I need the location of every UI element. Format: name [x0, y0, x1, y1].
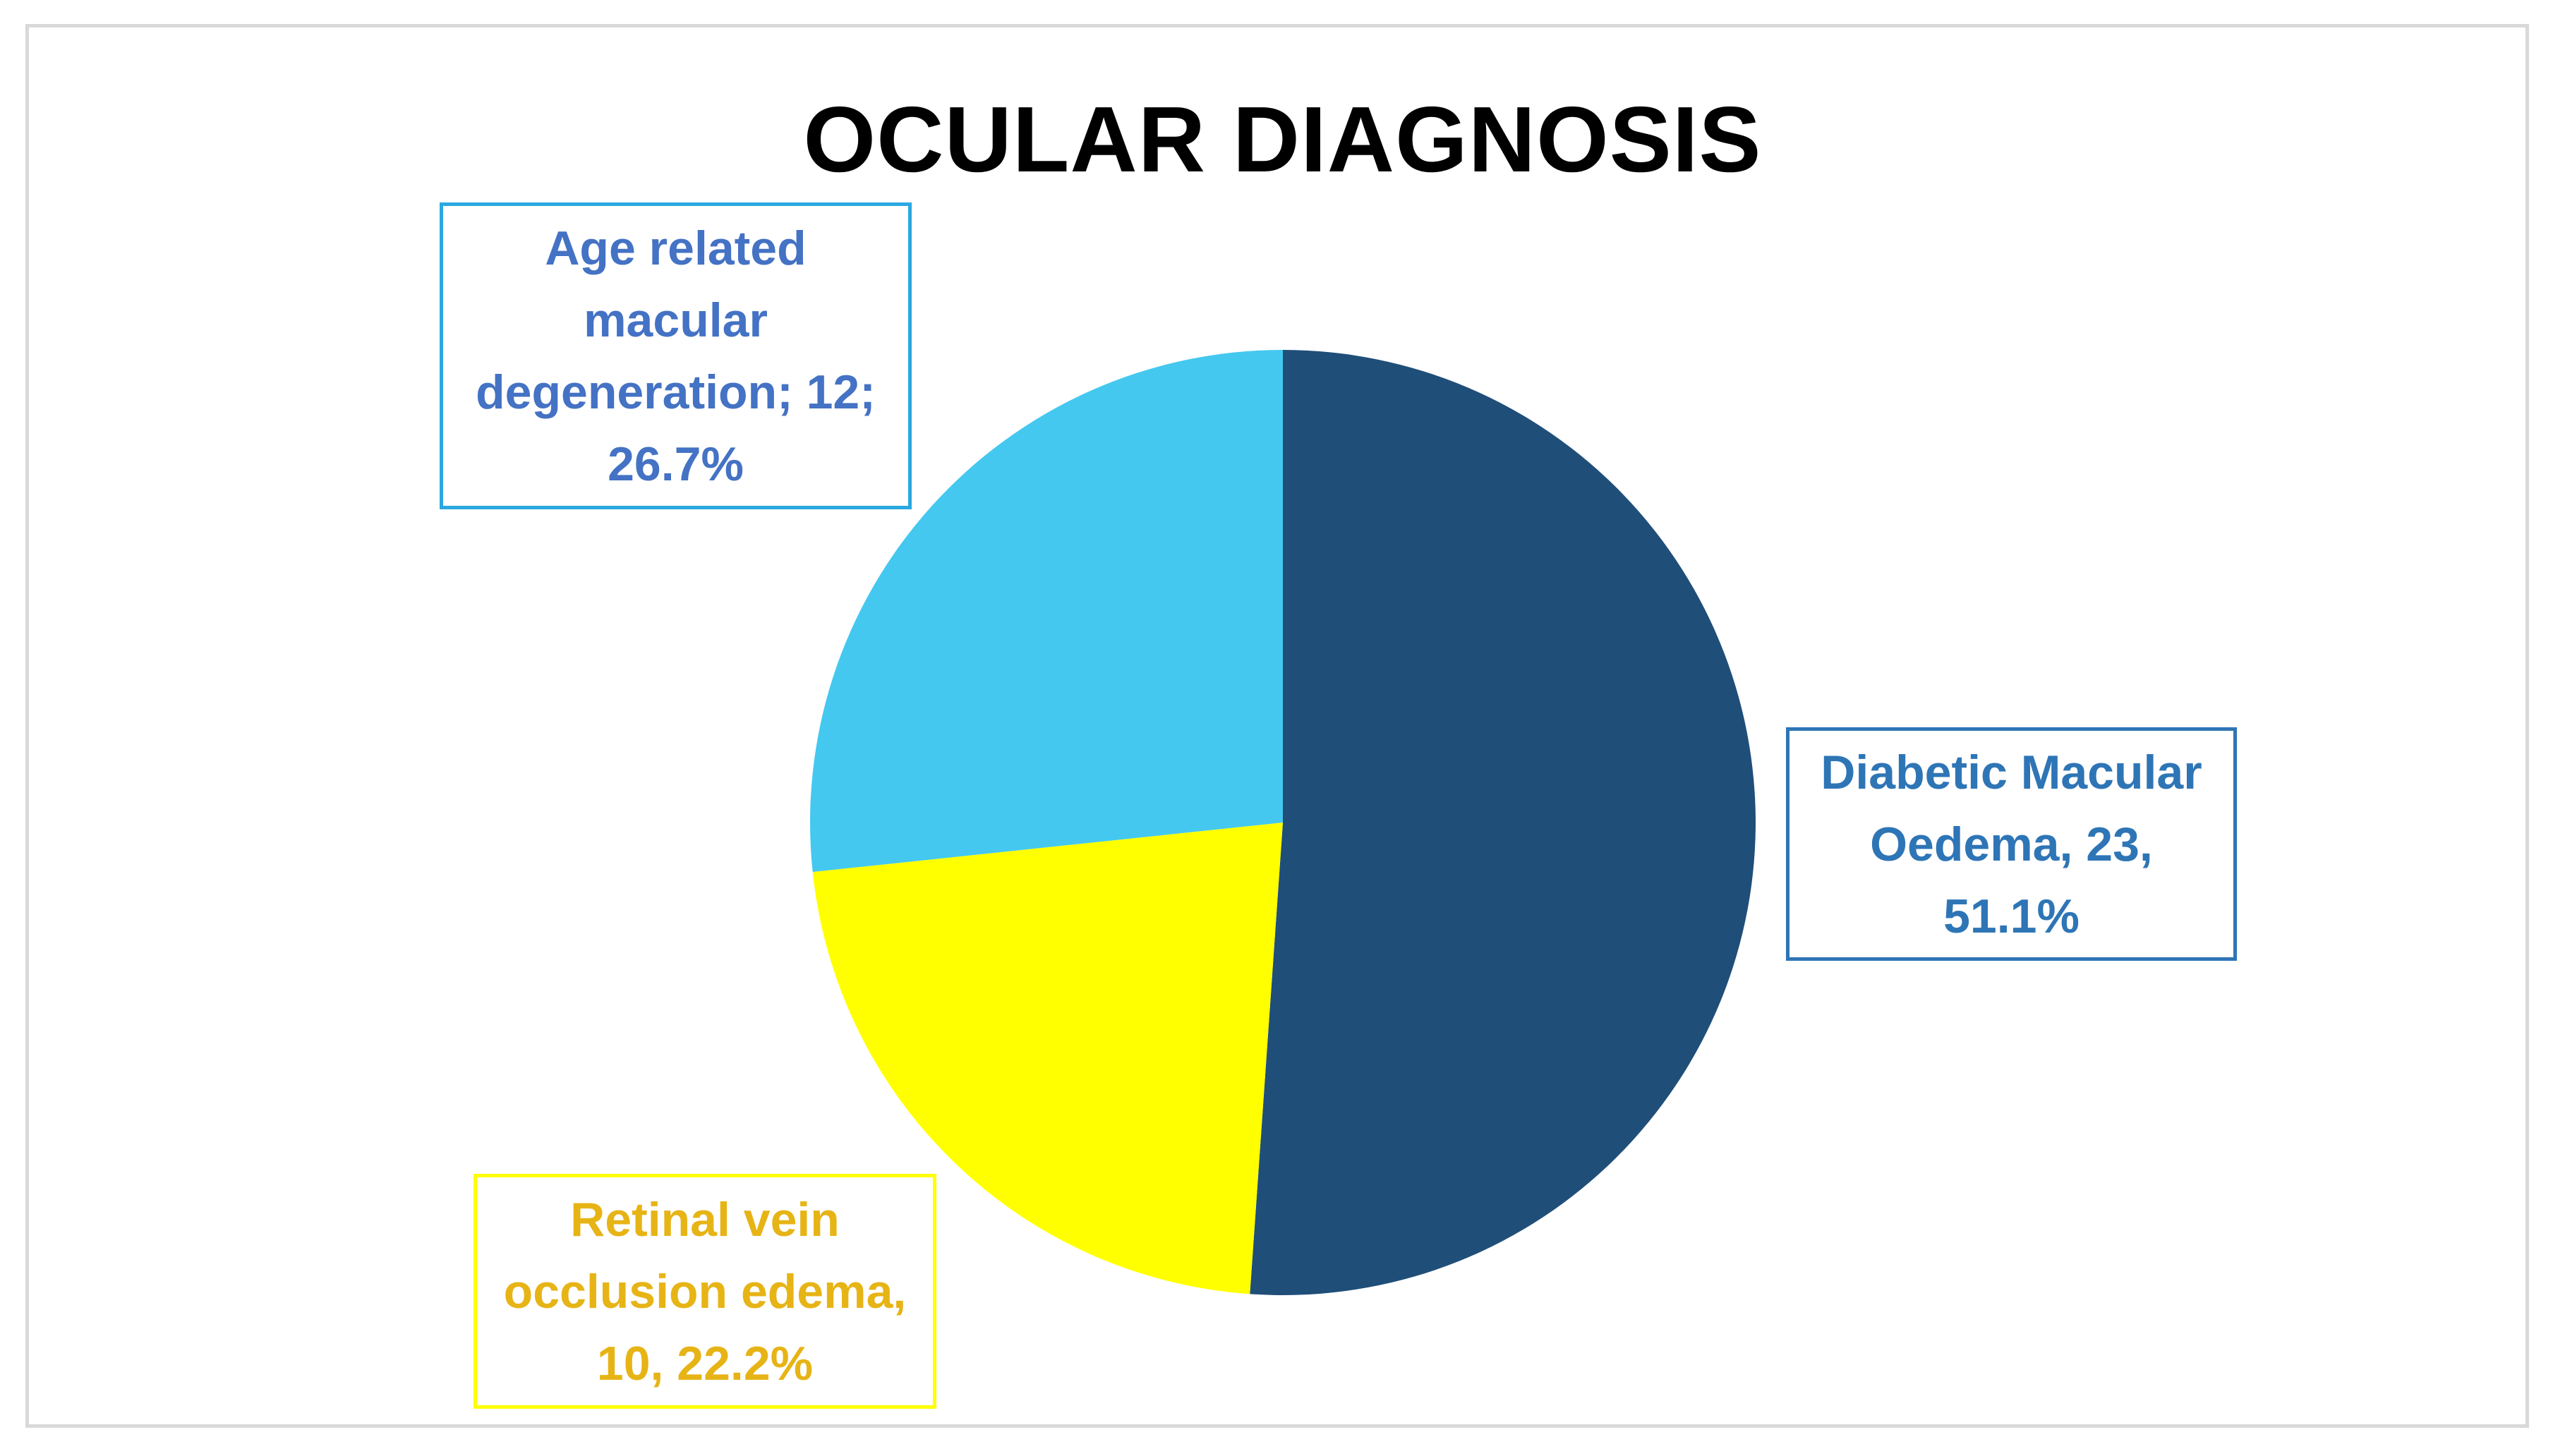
data-label-age-related-macular-degeneration: Age related macular degeneration; 12; 26… — [440, 202, 912, 509]
data-label-text: Retinal vein occlusion edema, 10, 22.2% — [503, 1192, 907, 1390]
data-label-retinal-vein-occlusion-edema: Retinal vein occlusion edema, 10, 22.2% — [473, 1174, 936, 1409]
pie-slice-retinal-vein-occlusion-edema — [812, 823, 1283, 1294]
data-label-diabetic-macular-oedema: Diabetic Macular Oedema, 23, 51.1% — [1786, 727, 2237, 961]
pie-slice-age-related-macular-degeneration — [809, 350, 1283, 873]
data-label-text: Age related macular degeneration; 12; 26… — [476, 221, 876, 491]
pie-slice-diabetic-macular-oedema — [1250, 350, 1756, 1295]
chart-title: OCULAR DIAGNOSIS — [803, 87, 1762, 191]
data-label-text: Diabetic Macular Oedema, 23, 51.1% — [1821, 745, 2202, 943]
